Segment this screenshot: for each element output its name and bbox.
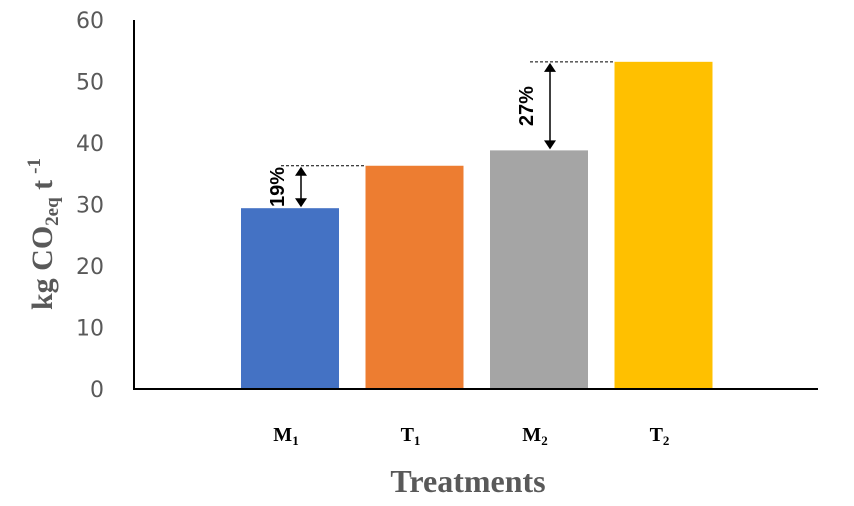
y-tick-label: 10 bbox=[76, 317, 104, 342]
percent-difference-label: 19% bbox=[267, 167, 289, 207]
y-tick-label: 20 bbox=[76, 255, 104, 280]
y-tick-label: 60 bbox=[76, 9, 104, 34]
x-tick-label: T2 bbox=[650, 424, 670, 448]
arrow-up-head-icon bbox=[295, 166, 307, 176]
arrow-up-head-icon bbox=[544, 62, 556, 72]
x-axis-title: Treatments bbox=[390, 463, 545, 499]
bar bbox=[490, 150, 588, 389]
y-axis-title: kg CO2eq t -1 bbox=[24, 158, 63, 310]
y-axis-title-prefix: kg CO bbox=[26, 226, 59, 310]
percent-difference-label: 27% bbox=[516, 86, 538, 126]
x-axis-categories: M1 T1 M2 T2 bbox=[273, 424, 669, 448]
y-tick-label: 50 bbox=[76, 71, 104, 96]
y-tick-label: 0 bbox=[90, 378, 104, 403]
y-tick-label: 30 bbox=[76, 194, 104, 219]
bar bbox=[614, 61, 713, 389]
bar bbox=[365, 165, 464, 389]
arrow-down-head-icon bbox=[544, 140, 556, 150]
bar bbox=[241, 208, 339, 389]
y-tick-label: 40 bbox=[76, 132, 104, 157]
bars bbox=[241, 61, 713, 389]
y-axis-title-superscript: -1 bbox=[24, 158, 45, 174]
y-axis-title-subscript: 2eq bbox=[42, 197, 63, 226]
arrow-down-head-icon bbox=[295, 198, 307, 208]
x-tick-label: M2 bbox=[522, 424, 547, 448]
y-axis-ticks: 0 10 20 30 40 50 60 bbox=[76, 9, 104, 403]
x-tick-label: M1 bbox=[273, 424, 298, 448]
annotations: 19% 27% bbox=[267, 61, 615, 208]
y-axis-title-suffix: t bbox=[26, 180, 59, 198]
x-tick-label: T1 bbox=[401, 424, 421, 448]
